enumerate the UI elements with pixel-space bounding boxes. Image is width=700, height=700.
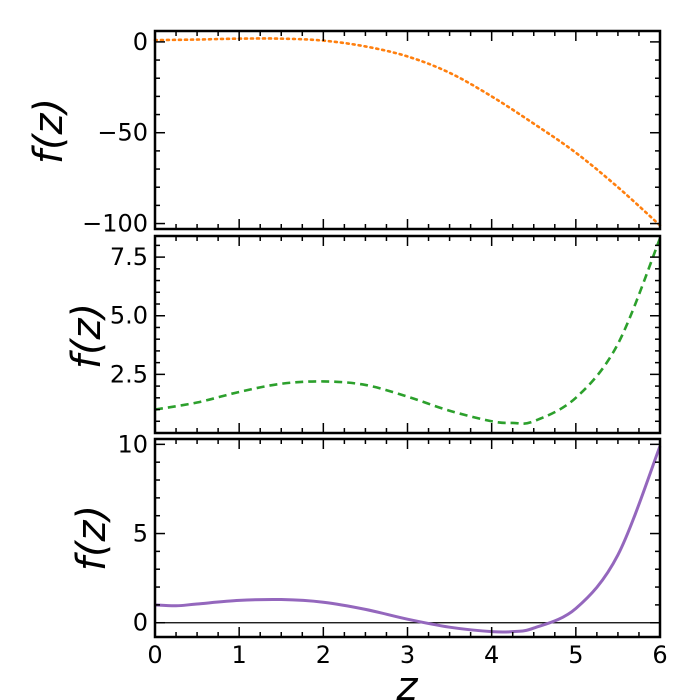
x-tick-label: 4 (484, 641, 499, 669)
x-tick-label: 1 (232, 641, 247, 669)
bottom-panel: 0 1 2 3 4 5 6 0 5 10 (117, 430, 667, 669)
axes-frame-0 (153, 29, 662, 231)
x-tick-label: 0 (147, 641, 162, 669)
axes-frame-1 (153, 234, 662, 435)
series-line-2-0 (154, 445, 662, 634)
y-tick-label: 0 (133, 609, 148, 637)
y-tick-label: 10 (117, 430, 148, 458)
x-tick-label: 6 (652, 641, 667, 669)
y-tick-label: 7.5 (110, 243, 148, 271)
x-tick-label: 2 (316, 641, 331, 669)
y-tick-label: −100 (82, 210, 148, 238)
series-line-1-0 (154, 237, 662, 425)
y-axis-label-bottom: f(z) (69, 505, 115, 571)
series-line-0-0 (153, 37, 662, 227)
x-tick-label: 3 (400, 641, 415, 669)
y-tick-label: −50 (97, 119, 148, 147)
y-tick-label: 5 (133, 520, 148, 548)
y-axis-label-middle: f(z) (64, 303, 110, 369)
x-tick-label: 5 (568, 641, 583, 669)
y-tick-label: 0 (133, 28, 148, 56)
x-axis-label: z (396, 664, 419, 700)
y-tick-label: 2.5 (110, 360, 148, 388)
top-panel: 0 −50 −100 (82, 28, 662, 238)
axes-frame-2 (153, 437, 662, 639)
middle-panel: 2.5 5.0 7.5 (110, 234, 662, 435)
y-axis-label-top: f(z) (26, 98, 72, 164)
y-tick-label: 5.0 (110, 302, 148, 330)
